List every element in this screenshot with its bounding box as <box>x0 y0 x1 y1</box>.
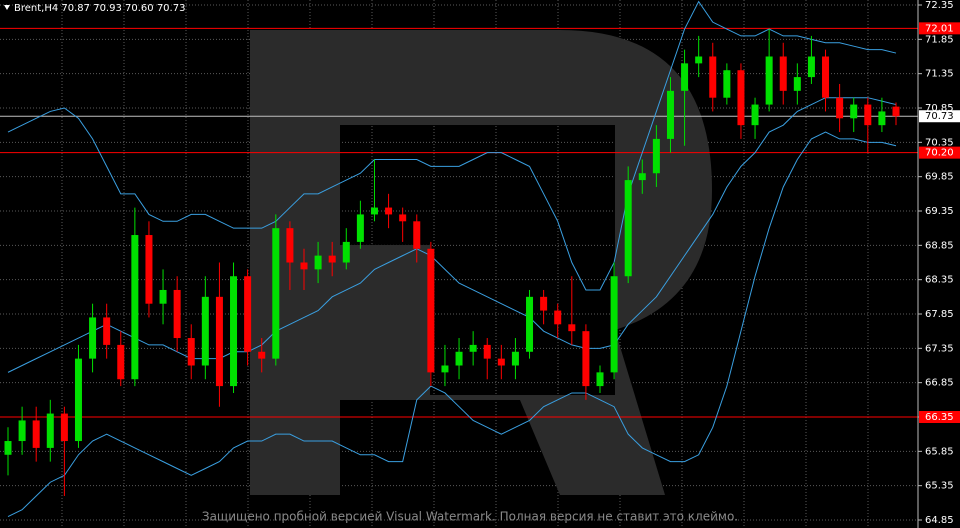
watermark-text: Защищено пробной версией Visual Watermar… <box>202 510 738 524</box>
candle-body <box>201 296 209 366</box>
candle-body <box>258 351 266 359</box>
level-label: 70.20 <box>925 148 954 159</box>
y-tick-label: 69.85 <box>925 172 954 183</box>
candle-body <box>793 77 801 91</box>
candle-body <box>145 235 153 304</box>
candle-body <box>117 344 125 380</box>
candle-body <box>822 56 830 98</box>
price-label: 70.73 <box>925 111 954 122</box>
candle-body <box>526 296 534 352</box>
candle-body <box>652 138 660 174</box>
candle-body <box>173 289 181 339</box>
band-line <box>7 0 897 291</box>
y-tick-label: 67.85 <box>925 309 954 320</box>
candle-body <box>342 241 350 263</box>
y-tick-label: 69.35 <box>925 206 954 217</box>
y-tick-label: 71.35 <box>925 69 954 80</box>
candle-body <box>751 104 759 126</box>
y-tick-label: 68.35 <box>925 275 954 286</box>
y-tick-label: 72.35 <box>925 0 954 11</box>
candle-body <box>850 104 858 119</box>
candle-body <box>427 248 435 373</box>
candle-body <box>765 56 773 105</box>
candle-body <box>300 262 308 270</box>
level-label-bg <box>919 411 960 423</box>
candle-body <box>624 180 632 277</box>
header: Brent,H4 70.87 70.93 70.60 70.73 <box>14 3 185 14</box>
candle-body <box>469 344 477 352</box>
band-line <box>7 131 897 518</box>
candle-body <box>215 296 223 387</box>
candle-body <box>807 56 815 78</box>
candle-body <box>723 70 731 98</box>
candle-body <box>18 420 26 442</box>
candle-body <box>413 221 421 249</box>
candle-body <box>187 338 195 366</box>
plot <box>0 0 918 518</box>
candle-body <box>568 324 576 332</box>
price-axis: 72.35 71.85 71.35 70.85 70.35 69.85 69.35 68.85… <box>918 0 960 526</box>
candle-body <box>864 104 872 126</box>
candle-body <box>582 331 590 387</box>
candle-body <box>74 358 82 442</box>
candle-body <box>540 296 548 311</box>
candle-body <box>892 106 900 117</box>
candle-body <box>483 344 491 359</box>
candle-body <box>230 276 238 387</box>
candle-body <box>695 56 703 64</box>
candle-body <box>596 372 604 387</box>
candle-body <box>441 365 449 373</box>
level-label: 66.35 <box>925 412 954 423</box>
level-label-bg <box>919 22 960 35</box>
candle-body <box>60 413 68 442</box>
candle-body <box>399 214 407 222</box>
candle-body <box>737 70 745 126</box>
band-line <box>7 97 897 373</box>
candle-body <box>385 207 393 215</box>
candle-body <box>511 351 519 366</box>
candle-body <box>89 317 97 359</box>
header-arrow <box>4 5 10 10</box>
y-tick-label: 70.35 <box>925 137 954 148</box>
y-tick-label: 70.85 <box>925 103 954 114</box>
candle-body <box>46 413 54 448</box>
y-tick-label: 65.85 <box>925 446 954 457</box>
candle-body <box>638 173 646 181</box>
level-label-bg <box>919 146 960 159</box>
y-tick-label: 65.35 <box>925 481 954 492</box>
candle-body <box>159 289 167 304</box>
candle-body <box>328 255 336 263</box>
candle-body <box>370 207 378 215</box>
candle-body <box>497 358 505 366</box>
candle-body <box>4 441 12 455</box>
candle-body <box>666 90 674 139</box>
candle-body <box>244 276 252 352</box>
logo-watermark <box>250 30 712 495</box>
candle-body <box>286 228 294 263</box>
candle-body <box>103 317 111 345</box>
candle-body <box>878 111 886 126</box>
candle-body <box>32 420 40 448</box>
candle-body <box>709 56 717 98</box>
candle-body <box>836 97 844 119</box>
candle-body <box>455 351 463 366</box>
price-label-bg <box>919 110 960 123</box>
candle-body <box>356 214 364 242</box>
y-tick-label: 67.35 <box>925 343 954 354</box>
candle-body <box>681 63 689 91</box>
candle-body <box>131 235 139 380</box>
y-tick-label: 71.85 <box>925 34 954 45</box>
level-label: 72.01 <box>925 23 954 34</box>
candle-body <box>272 228 280 359</box>
y-tick-label: 66.85 <box>925 378 954 389</box>
candle-body <box>314 255 322 270</box>
y-tick-label: 68.85 <box>925 240 954 251</box>
candle-body <box>779 56 787 91</box>
y-tick-label: 64.85 <box>925 515 954 526</box>
candle-body <box>610 276 618 373</box>
candle-body <box>554 310 562 325</box>
